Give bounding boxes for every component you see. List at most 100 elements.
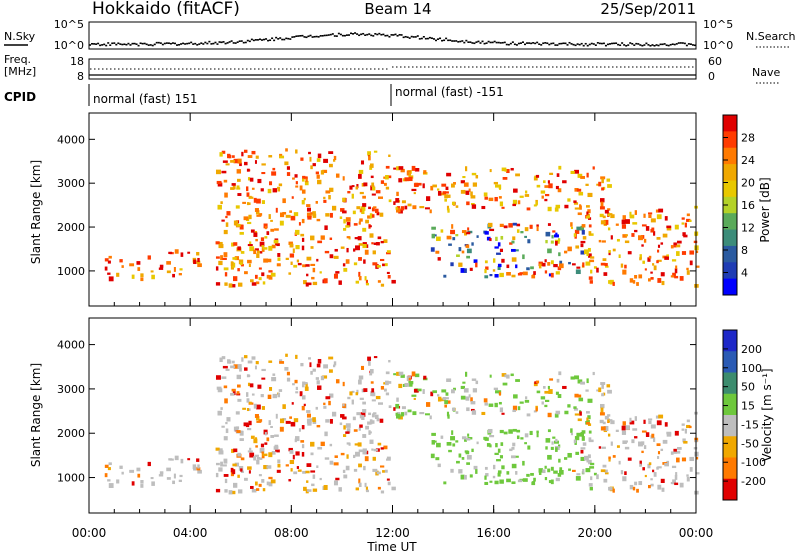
power-cell	[323, 278, 328, 284]
power-cell	[522, 254, 525, 260]
noise-point	[327, 34, 330, 36]
velocity-cell	[408, 382, 413, 387]
velocity-cell	[323, 405, 327, 409]
power-cell	[607, 208, 611, 211]
power-cell	[609, 213, 613, 216]
velocity-cell	[530, 472, 534, 476]
noise-point	[410, 35, 413, 38]
velocity-cell	[319, 477, 322, 481]
noise-point	[606, 43, 609, 46]
power-cell	[367, 215, 372, 219]
velocity-cell	[237, 474, 240, 478]
velocity-cell	[506, 478, 511, 483]
velocity-cell	[515, 471, 518, 475]
noise-point	[578, 43, 581, 46]
power-cell	[342, 210, 347, 214]
velocity-cell	[317, 358, 322, 364]
power-cell	[393, 167, 397, 170]
velocity-cell	[107, 467, 111, 471]
power-cell	[545, 239, 548, 244]
velocity-cell	[426, 402, 431, 407]
noise-point	[240, 40, 243, 42]
noise-point	[143, 42, 146, 45]
power-cell	[358, 169, 364, 174]
velocity-cell	[547, 412, 552, 418]
noise-point	[570, 43, 573, 45]
velocity-cell	[562, 385, 567, 389]
power-cell	[629, 211, 632, 217]
power-cell	[233, 242, 238, 246]
velocity-cell	[342, 416, 347, 420]
velocity-cell	[580, 381, 585, 385]
power-cell	[657, 244, 661, 248]
noise-point	[137, 44, 140, 47]
velocity-cell	[255, 488, 260, 491]
power-cell	[460, 189, 466, 194]
power-cell	[638, 235, 643, 241]
velocity-cell	[580, 456, 585, 461]
noise-point	[192, 43, 195, 45]
power-cell	[215, 266, 219, 271]
velocity-cell	[299, 391, 303, 397]
velocity-cell	[686, 424, 691, 429]
velocity-cell	[351, 399, 354, 405]
power-y-tick-label: 4000	[57, 133, 85, 146]
power-cell	[295, 244, 300, 250]
velocity-colorbar-swatch	[723, 457, 737, 480]
velocity-cell	[268, 420, 271, 426]
velocity-cell	[325, 419, 330, 423]
velocity-cell	[437, 396, 442, 402]
power-cell	[655, 209, 660, 213]
velocity-cell	[431, 432, 436, 436]
velocity-cell	[671, 465, 677, 469]
power-cell	[587, 247, 591, 252]
noise-point	[661, 43, 664, 46]
velocity-cell	[555, 438, 558, 443]
power-cell	[362, 243, 367, 249]
power-cell	[225, 163, 230, 166]
power-cell	[284, 161, 289, 166]
noise-point	[273, 39, 276, 42]
velocity-cell	[533, 382, 538, 387]
power-cell	[580, 225, 585, 231]
velocity-cell	[393, 407, 396, 411]
noise-point	[637, 43, 640, 45]
velocity-cell	[556, 378, 560, 383]
velocity-cell	[548, 389, 553, 394]
power-cell	[489, 228, 495, 232]
power-cell	[353, 248, 356, 252]
power-cell	[542, 262, 546, 267]
power-cell	[244, 271, 248, 275]
noise-point	[491, 41, 494, 44]
velocity-cell	[225, 428, 229, 434]
power-cell	[244, 161, 248, 166]
power-colorbar-tick-label: 8	[741, 244, 748, 257]
power-cell	[694, 245, 699, 251]
velocity-cell	[334, 455, 338, 458]
power-cell	[662, 233, 668, 238]
velocity-cell	[266, 481, 269, 486]
noise-point	[560, 42, 563, 45]
noise-point	[325, 34, 328, 37]
power-cell	[285, 214, 291, 218]
power-cell	[292, 177, 295, 180]
velocity-cell	[551, 441, 554, 445]
power-cell	[651, 227, 655, 232]
power-cell	[104, 258, 109, 262]
power-cell	[320, 235, 325, 240]
noise-point	[677, 42, 680, 44]
noise-point	[263, 38, 266, 41]
velocity-cell	[358, 379, 362, 385]
velocity-cell	[568, 468, 571, 471]
noise-point	[275, 36, 278, 39]
velocity-cell	[295, 391, 299, 394]
velocity-cell	[349, 391, 353, 396]
velocity-cell	[570, 433, 574, 436]
power-cell	[447, 194, 451, 198]
velocity-cell	[498, 391, 502, 396]
power-cell	[325, 213, 330, 217]
noise-point	[224, 42, 227, 45]
velocity-cell	[353, 468, 358, 472]
velocity-cell	[689, 456, 695, 462]
velocity-cell	[366, 489, 369, 493]
